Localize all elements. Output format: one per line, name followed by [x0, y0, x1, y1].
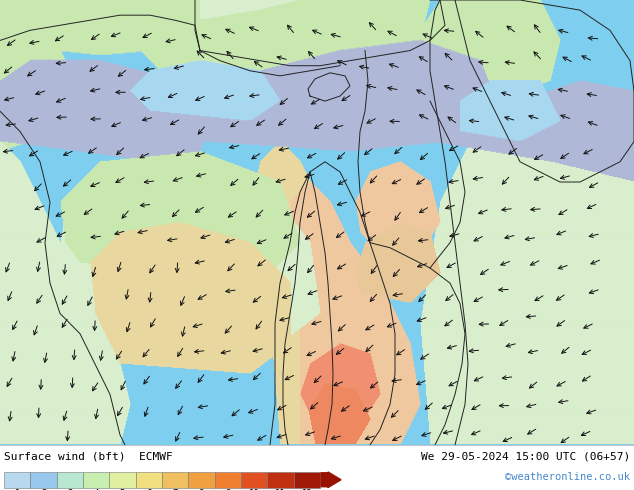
Text: 2: 2 [41, 489, 46, 490]
Bar [56, 471, 83, 488]
Bar [268, 471, 294, 488]
Text: 8: 8 [199, 489, 204, 490]
Bar [4, 471, 30, 488]
Bar [215, 471, 241, 488]
Text: 4: 4 [93, 489, 99, 490]
Bar [30, 471, 56, 488]
Bar [162, 471, 188, 488]
Text: 12: 12 [301, 489, 312, 490]
Bar [83, 471, 109, 488]
Text: 6: 6 [146, 489, 152, 490]
Bar [294, 471, 320, 488]
Text: 7: 7 [172, 489, 178, 490]
Text: ©weatheronline.co.uk: ©weatheronline.co.uk [505, 472, 630, 482]
Bar [109, 471, 136, 488]
Text: 5: 5 [120, 489, 125, 490]
Text: 3: 3 [67, 489, 72, 490]
FancyArrow shape [321, 472, 341, 488]
Bar [188, 471, 215, 488]
Bar [136, 471, 162, 488]
Text: 10: 10 [249, 489, 259, 490]
Text: We 29-05-2024 15:00 UTC (06+57): We 29-05-2024 15:00 UTC (06+57) [421, 451, 630, 461]
Bar [241, 471, 268, 488]
Text: Surface wind (bft)  ECMWF: Surface wind (bft) ECMWF [4, 451, 172, 461]
Text: 11: 11 [275, 489, 286, 490]
Text: 1: 1 [15, 489, 20, 490]
Text: 9: 9 [225, 489, 231, 490]
